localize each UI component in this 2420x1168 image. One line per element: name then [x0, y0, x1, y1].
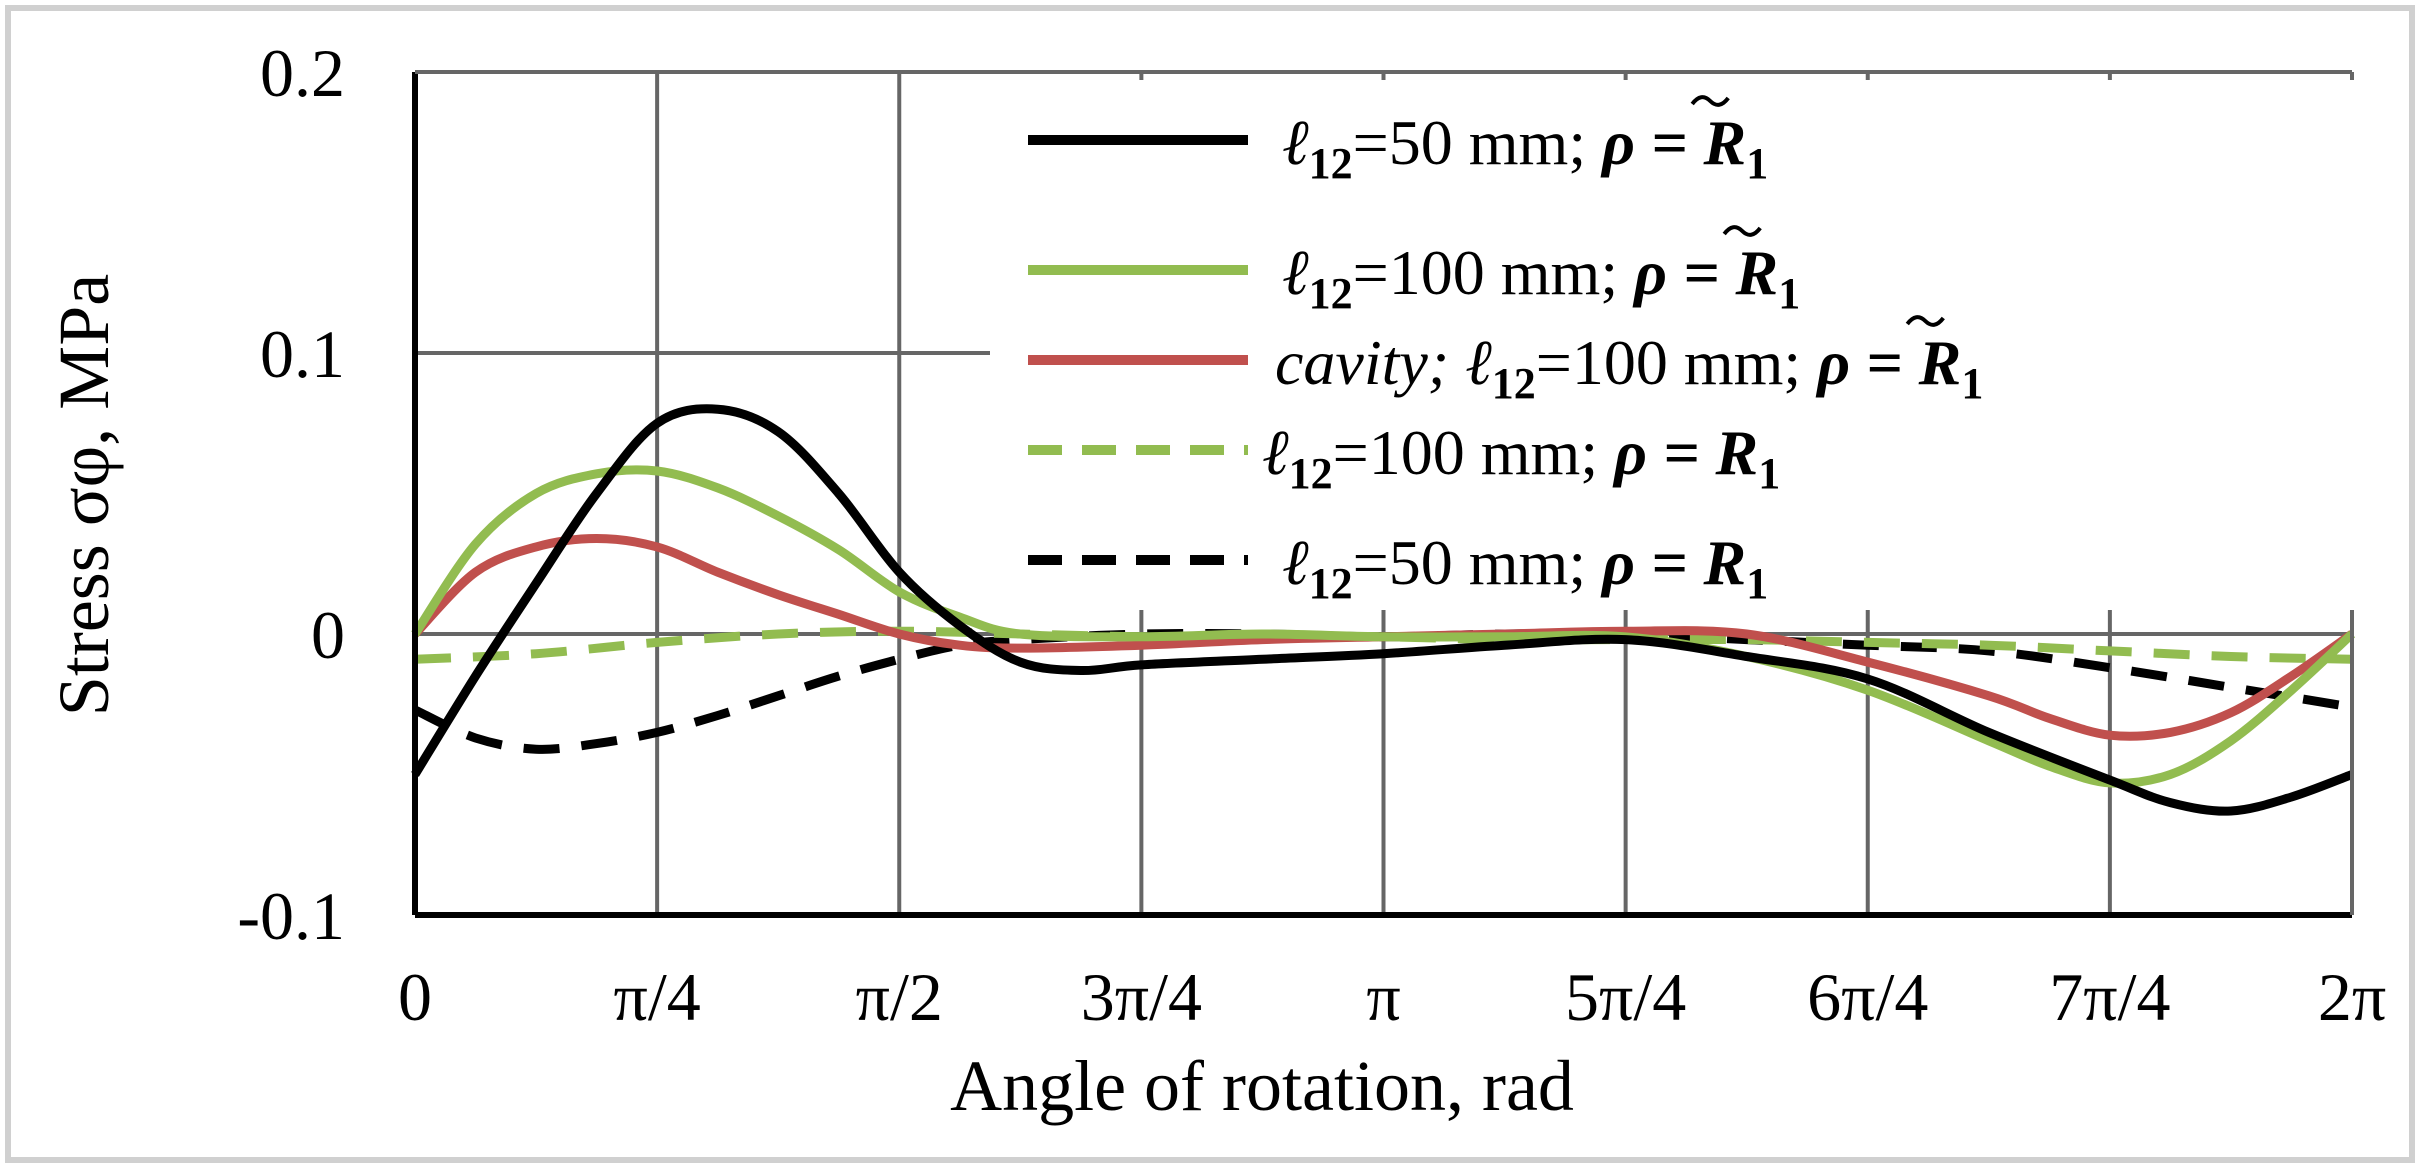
- legend-sub-2: 12: [1492, 359, 1536, 408]
- legend-rest-3: =100 mm;: [1333, 417, 1614, 488]
- y-tick-label-3: -0.1: [237, 878, 345, 954]
- legend-rsub-4: 1: [1746, 559, 1768, 608]
- x-tick-label-7: 7π/4: [2049, 959, 2170, 1035]
- y-axis-title: Stress σφ, MPa: [44, 274, 124, 716]
- x-tick-label-5: 5π/4: [1565, 959, 1686, 1035]
- x-tick-label-3: 3π/4: [1081, 959, 1202, 1035]
- legend-main-3: ℓ: [1262, 417, 1289, 488]
- legend-rest-1: =100 mm;: [1353, 237, 1634, 308]
- legend-rest-0: =50 mm;: [1353, 107, 1602, 178]
- legend-rho-3: ρ = R: [1612, 417, 1758, 488]
- legend-rsub-1: 1: [1778, 269, 1800, 318]
- y-tick-label-2: 0: [311, 597, 345, 673]
- legend-main-1: ℓ: [1282, 237, 1309, 308]
- legend-rsub-0: 1: [1746, 139, 1768, 188]
- legend-label-1: ℓ12=100 mm; ρ = R1: [1282, 237, 1800, 318]
- x-axis-title: Angle of rotation, rad: [950, 1046, 1574, 1126]
- legend-label-3: ℓ12=100 mm; ρ = R1: [1262, 417, 1780, 498]
- series-line-0: [411, 404, 2354, 816]
- y-tick-label-1: 0.1: [260, 316, 345, 392]
- x-tick-label-8: 2π: [2318, 959, 2386, 1035]
- series-line-1: [411, 465, 2356, 788]
- legend-rho-2: ρ = R: [1815, 327, 1961, 398]
- legend-rest-4: =50 mm;: [1353, 527, 1602, 598]
- legend-rsub-2: 1: [1961, 359, 1983, 408]
- legend-tilde-0: [1690, 95, 1730, 107]
- legend-background: [990, 80, 2380, 610]
- series-line-4: [413, 628, 2353, 754]
- legend-sub-1: 12: [1309, 269, 1353, 318]
- legend-sub-0: 12: [1309, 139, 1353, 188]
- legend-sub-4: 12: [1309, 559, 1353, 608]
- legend-rest-2: =100 mm;: [1536, 327, 1817, 398]
- legend-label-0: ℓ12=50 mm; ρ = R1: [1282, 107, 1768, 188]
- legend-main-4: ℓ: [1282, 527, 1309, 598]
- legend-tilde-1: [1722, 225, 1762, 237]
- legend-label-4: ℓ12=50 mm; ρ = R1: [1282, 527, 1768, 608]
- legend-rho-0: ρ = R: [1600, 107, 1746, 178]
- legend-main-2: cavity; ℓ: [1275, 327, 1492, 398]
- x-tick-label-6: 6π/4: [1807, 959, 1928, 1035]
- legend-rho-4: ρ = R: [1600, 527, 1746, 598]
- legend-label-2: cavity; ℓ12=100 mm; ρ = R1: [1275, 327, 1983, 408]
- legend-tilde-2: [1905, 315, 1945, 327]
- axis-layer: 0 π/4 π/2 3π/4 π 5π/4 6π/4 7π/4 2π 0.2 0.1 0 -0.1: [237, 35, 2386, 1035]
- x-tick-label-4: π: [1366, 959, 1400, 1035]
- x-tick-label-0: 0: [398, 959, 432, 1035]
- x-tick-label-2: π/2: [856, 959, 943, 1035]
- y-tick-label-0: 0.2: [260, 35, 345, 111]
- legend-rsub-3: 1: [1758, 449, 1780, 498]
- legend-main-0: ℓ: [1282, 107, 1309, 178]
- legend-sub-3: 12: [1289, 449, 1333, 498]
- x-tick-label-1: π/4: [614, 959, 701, 1035]
- legend-rho-1: ρ = R: [1632, 237, 1778, 308]
- series-layer: [411, 404, 2356, 816]
